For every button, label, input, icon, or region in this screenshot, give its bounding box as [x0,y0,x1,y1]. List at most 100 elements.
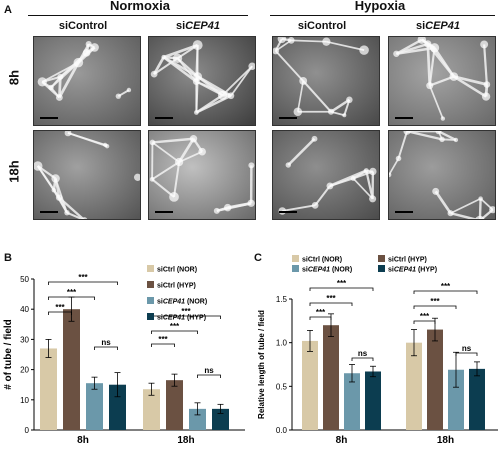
legend-swatch [292,255,299,262]
significance-bracket [309,287,374,291]
significance-bracket [413,290,478,294]
hypoxia-underline [270,15,495,16]
col-label-sicontrol-hyp: siControl [297,20,347,32]
significance-bracket [48,281,118,285]
micrograph-18h-1 [148,130,256,220]
significance-bracket [351,357,374,361]
significance-label: *** [181,307,191,316]
legend-label: siCtrl (HYP) [157,283,196,290]
legend-label: siCtrl (NOR) [157,267,197,274]
legend-swatch [378,265,385,272]
significance-label: ns [462,344,472,353]
legend-swatch [378,255,385,262]
tube-length-chart: 0.0 0.5 1.0 1.5 Relative length of tube / fi… [257,255,498,446]
col-label-sicep41-nor: siCEP41 [175,20,221,32]
bar [365,371,381,430]
y-axis-label: # of tube / field [3,319,14,390]
panel-c-letter: C [254,252,262,264]
significance-label: *** [326,294,336,303]
significance-label: ns [358,349,368,358]
bar [427,329,443,430]
y-tick-label: 0 [25,426,30,435]
panel-a-letter: A [4,4,12,16]
x-tick-label: 8h [336,435,348,446]
significance-label: *** [441,282,451,291]
row-label-18h: 18h [6,160,22,183]
significance-label: *** [67,288,77,297]
bar [166,380,183,430]
normoxia-title: Normoxia [110,0,170,13]
legend-label: siCEP41 (HYP) [157,315,206,322]
significance-bracket [151,330,198,334]
y-tick-label: 1.5 [276,295,288,304]
legend-swatch [147,313,154,320]
significance-bracket [413,305,457,309]
bar [212,408,229,430]
bar [302,340,318,430]
y-axis-label: Relative length of tube / field [257,310,266,419]
significance-bracket [455,352,478,356]
significance-label: *** [420,312,430,321]
y-tick-label: 10 [20,396,29,405]
bar [40,348,57,430]
significance-label: *** [430,297,440,306]
y-tick-label: 50 [20,275,29,284]
legend-swatch [147,265,154,272]
y-tick-label: 1.0 [276,339,288,348]
significance-label: *** [78,273,88,282]
normoxia-underline [28,15,248,16]
legend-swatch [147,281,154,288]
bar [63,309,80,430]
x-tick-label: 18h [437,435,454,446]
significance-label: ns [101,338,111,347]
micrograph-18h-0 [33,130,141,220]
legend-label: siCtrl (HYP) [388,257,427,264]
y-tick-label: 0.0 [276,426,288,435]
bar [344,373,360,430]
x-tick-label: 8h [77,435,89,446]
micrograph-18h-2 [272,130,380,220]
x-tick-label: 18h [177,435,194,446]
legend-label: siCEP41 (HYP) [388,267,437,274]
col-label-sicontrol-nor: siControl [58,20,108,32]
micrograph-8h-0 [33,36,141,126]
row-label-8h: 8h [6,69,22,86]
micrograph-8h-2 [272,36,380,126]
bar [469,368,485,430]
bar [323,325,339,430]
significance-label: *** [316,308,326,317]
bar [406,342,422,430]
significance-label: *** [337,279,347,288]
legend-swatch [292,265,299,272]
y-tick-label: 0.5 [276,382,288,391]
significance-bracket [48,296,95,300]
significance-bracket [309,316,332,320]
significance-label: *** [158,335,168,344]
significance-bracket [94,346,118,350]
significance-label: ns [204,366,214,375]
bar [109,384,126,430]
significance-label: *** [170,322,180,331]
legend-swatch [147,297,154,304]
panel-b-letter: B [4,252,12,264]
significance-bracket [309,302,353,306]
legend-label: siCtrl (NOR) [302,257,342,264]
bar [86,383,103,430]
bar [189,408,206,430]
significance-bracket [48,311,72,315]
y-tick-label: 20 [20,366,29,375]
micrograph-18h-3 [388,130,496,220]
significance-bracket [151,343,175,347]
significance-bracket [413,320,436,324]
col-label-sicep41-hyp: siCEP41 [415,20,461,32]
bar [448,369,464,430]
bar [143,389,160,430]
legend-label: siCEP41 (NOR) [157,299,207,306]
hypoxia-title: Hypoxia [354,0,406,13]
significance-label: *** [55,303,65,312]
micrograph-8h-1 [148,36,256,126]
significance-bracket [197,374,221,378]
y-tick-label: 30 [20,335,29,344]
micrograph-8h-3 [388,36,496,126]
